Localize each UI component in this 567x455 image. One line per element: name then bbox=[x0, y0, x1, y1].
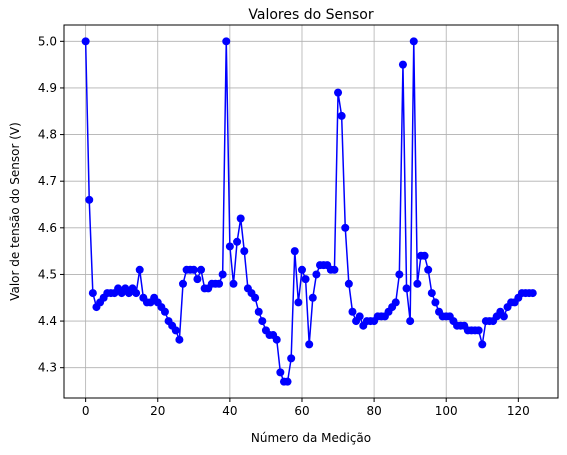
x-tick-label: 100 bbox=[435, 404, 458, 418]
data-point bbox=[287, 354, 296, 363]
data-point bbox=[222, 37, 231, 46]
data-point bbox=[258, 317, 267, 326]
data-point bbox=[197, 265, 206, 274]
data-point bbox=[337, 111, 346, 120]
x-axis-label: Número da Medição bbox=[251, 431, 371, 445]
data-point bbox=[135, 265, 144, 274]
data-point bbox=[160, 307, 169, 316]
data-point bbox=[312, 270, 321, 279]
y-tick-label: 4.6 bbox=[38, 221, 57, 235]
data-point bbox=[474, 326, 483, 335]
data-point bbox=[409, 37, 418, 46]
data-point bbox=[344, 279, 353, 288]
y-tick-label: 4.7 bbox=[38, 174, 57, 188]
data-point bbox=[391, 298, 400, 307]
data-point bbox=[294, 298, 303, 307]
y-tick-label: 4.5 bbox=[38, 267, 57, 281]
data-point bbox=[236, 214, 245, 223]
data-point bbox=[85, 195, 94, 204]
data-point bbox=[341, 223, 350, 232]
data-point bbox=[254, 307, 263, 316]
y-tick-label: 4.8 bbox=[38, 128, 57, 142]
data-point bbox=[424, 265, 433, 274]
data-point bbox=[276, 368, 285, 377]
data-point bbox=[395, 270, 404, 279]
x-tick-label: 20 bbox=[150, 404, 165, 418]
data-point bbox=[528, 289, 537, 298]
y-tick-label: 4.3 bbox=[38, 361, 57, 375]
data-point bbox=[402, 284, 411, 293]
data-point bbox=[499, 312, 508, 321]
data-point bbox=[178, 279, 187, 288]
data-point bbox=[81, 37, 90, 46]
chart-title: Valores do Sensor bbox=[248, 7, 373, 23]
axis-ticks: 0 20 40 60 80 100 120 4.3 4.4 4.5 4.6 4.7 4.8 4.9 5.0 bbox=[38, 34, 530, 418]
data-point bbox=[297, 265, 306, 274]
data-point bbox=[229, 279, 238, 288]
data-point bbox=[218, 270, 227, 279]
data-point bbox=[283, 377, 292, 386]
data-point bbox=[420, 251, 429, 260]
data-point bbox=[330, 265, 339, 274]
data-point bbox=[225, 242, 234, 251]
data-point bbox=[348, 307, 357, 316]
data-point bbox=[413, 279, 422, 288]
data-point bbox=[305, 340, 314, 349]
x-tick-label: 0 bbox=[82, 404, 90, 418]
data-point bbox=[478, 340, 487, 349]
x-tick-label: 120 bbox=[507, 404, 530, 418]
y-tick-label: 5.0 bbox=[38, 34, 57, 48]
data-point bbox=[251, 293, 260, 302]
data-point bbox=[301, 275, 310, 284]
data-point bbox=[431, 298, 440, 307]
data-point bbox=[355, 312, 364, 321]
x-tick-label: 60 bbox=[294, 404, 309, 418]
plot-area bbox=[64, 25, 558, 398]
data-point bbox=[290, 247, 299, 256]
data-point bbox=[233, 237, 242, 246]
data-point bbox=[189, 265, 198, 274]
y-tick-label: 4.9 bbox=[38, 81, 57, 95]
data-point bbox=[132, 289, 141, 298]
y-axis-label: Valor de tensão do Sensor (V) bbox=[8, 122, 22, 301]
data-point bbox=[175, 335, 184, 344]
x-tick-label: 80 bbox=[366, 404, 381, 418]
data-point bbox=[193, 275, 202, 284]
x-tick-label: 40 bbox=[222, 404, 237, 418]
y-tick-label: 4.4 bbox=[38, 314, 57, 328]
data-point bbox=[308, 293, 317, 302]
data-point bbox=[406, 317, 415, 326]
data-point bbox=[88, 289, 97, 298]
data-point bbox=[334, 88, 343, 97]
data-series bbox=[81, 37, 537, 386]
data-point bbox=[427, 289, 436, 298]
plot-frame bbox=[63, 24, 559, 399]
data-point bbox=[272, 335, 281, 344]
data-point bbox=[171, 326, 180, 335]
data-point bbox=[215, 279, 224, 288]
data-point bbox=[398, 60, 407, 69]
grid-lines bbox=[64, 25, 558, 398]
data-point bbox=[240, 247, 249, 256]
